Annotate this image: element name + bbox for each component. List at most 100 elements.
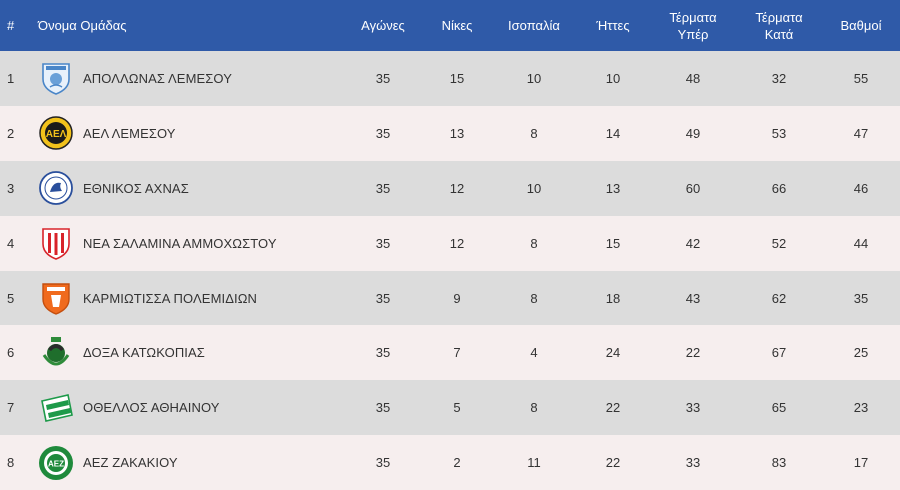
- team-name[interactable]: ΝΕΑ ΣΑΛΑΜΙΝΑ ΑΜΜΟΧΩΣΤΟΥ: [83, 235, 277, 251]
- losses-cell: 10: [605, 70, 621, 86]
- aez-crest-icon[interactable]: ΑΕΖ: [38, 445, 74, 481]
- played-cell: 35: [375, 455, 391, 471]
- goals-against-cell: 52: [771, 235, 787, 251]
- goals-against-cell: 62: [771, 290, 787, 306]
- apollon-crest-icon[interactable]: [38, 60, 74, 96]
- ethnikos-crest-icon[interactable]: [38, 170, 74, 206]
- points-cell: 35: [853, 290, 869, 306]
- header-goals-for[interactable]: Τέρματα Υπέρ: [650, 0, 736, 51]
- goals-for-cell: 42: [685, 235, 701, 251]
- nea-salamina-crest-icon[interactable]: [38, 225, 74, 261]
- rank-cell: 8: [7, 455, 15, 471]
- losses-cell: 22: [605, 400, 621, 416]
- team-name[interactable]: ΕΘΝΙΚΟΣ ΑΧΝΑΣ: [83, 180, 189, 196]
- table-row[interactable]: 4 ΝΕΑ ΣΑΛΑΜΙΝΑ ΑΜΜΟΧΩΣΤΟΥ 35 12: [0, 215, 900, 271]
- draws-cell: 11: [527, 455, 541, 471]
- played-cell: 35: [375, 345, 391, 361]
- doxa-crest-icon[interactable]: [38, 335, 74, 371]
- points-cell: 23: [853, 400, 869, 416]
- points-cell: 25: [853, 345, 869, 361]
- karmiotissa-crest-icon[interactable]: [38, 280, 74, 316]
- points-cell: 17: [853, 455, 869, 471]
- played-cell: 35: [375, 235, 391, 251]
- team-cell: ΔΟΞΑ ΚΑΤΩΚΟΠΙΑΣ: [38, 325, 344, 380]
- losses-cell: 24: [605, 345, 621, 361]
- wins-cell: 12: [449, 180, 465, 196]
- goals-for-cell: 49: [685, 125, 701, 141]
- rank-cell: 3: [7, 180, 15, 196]
- rank-cell: 6: [7, 345, 15, 361]
- team-cell: ΚΑΡΜΙΩΤΙΣΣΑ ΠΟΛΕΜΙΔΙΩΝ: [38, 271, 344, 326]
- draws-cell: 10: [526, 180, 542, 196]
- table-row[interactable]: 6 ΔΟΞΑ ΚΑΤΩΚΟΠΙΑΣ 35 7 4 2: [0, 325, 900, 381]
- header-goals-against-line2: Κατά: [764, 26, 794, 42]
- team-cell: ΕΘΝΙΚΟΣ ΑΧΝΑΣ: [38, 161, 344, 216]
- team-name[interactable]: ΔΟΞΑ ΚΑΤΩΚΟΠΙΑΣ: [83, 345, 205, 361]
- othellos-crest-icon[interactable]: [38, 390, 74, 426]
- header-goals-against[interactable]: Τέρματα Κατά: [736, 0, 822, 51]
- team-name[interactable]: ΑΠΟΛΛΩΝΑΣ ΛΕΜΕΣΟΥ: [83, 70, 232, 86]
- draws-cell: 8: [530, 290, 538, 306]
- header-goals-for-line1: Τέρματα: [669, 9, 717, 25]
- played-cell: 35: [375, 290, 391, 306]
- header-goals-for-line2: Υπέρ: [677, 26, 709, 42]
- header-losses[interactable]: Ήττες: [596, 18, 630, 33]
- goals-against-cell: 66: [771, 180, 787, 196]
- draws-cell: 10: [526, 70, 542, 86]
- team-cell: ΝΕΑ ΣΑΛΑΜΙΝΑ ΑΜΜΟΧΩΣΤΟΥ: [38, 216, 344, 271]
- rank-cell: 1: [7, 70, 15, 86]
- goals-against-cell: 53: [771, 125, 787, 141]
- wins-cell: 5: [453, 400, 461, 416]
- points-cell: 47: [853, 125, 869, 141]
- table-row[interactable]: 8 ΑΕΖ ΑΕΖ ΖΑΚΑΚΙΟΥ 35 2 11: [0, 435, 900, 490]
- wins-cell: 7: [453, 345, 461, 361]
- team-name[interactable]: ΑΕΛ ΛΕΜΕΣΟΥ: [83, 125, 176, 141]
- team-name[interactable]: ΑΕΖ ΖΑΚΑΚΙΟΥ: [83, 455, 178, 471]
- table-row[interactable]: 5 ΚΑΡΜΙΩΤΙΣΣΑ ΠΟΛΕΜΙΔΙΩΝ 35 9 8 18: [0, 270, 900, 326]
- losses-cell: 15: [605, 235, 621, 251]
- goals-for-cell: 22: [685, 345, 701, 361]
- wins-cell: 12: [449, 235, 465, 251]
- goals-for-cell: 60: [685, 180, 701, 196]
- played-cell: 35: [375, 400, 391, 416]
- goals-for-cell: 43: [685, 290, 701, 306]
- ael-crest-icon[interactable]: ΑΕΛ: [38, 115, 74, 151]
- table-row[interactable]: 1 ΑΠΟΛΛΩΝΑΣ ΛΕΜΕΣΟΥ 35 15 10: [0, 51, 900, 106]
- team-name[interactable]: ΟΘΕΛΛΟΣ ΑΘΗΑΙΝΟΥ: [83, 400, 220, 416]
- losses-cell: 22: [605, 455, 621, 471]
- header-points[interactable]: Βαθμοί: [840, 18, 882, 33]
- table-row[interactable]: 7 ΟΘΕΛΛΟΣ ΑΘΗΑΙΝΟΥ 35 5 8 22 33: [0, 380, 900, 436]
- played-cell: 35: [375, 70, 391, 86]
- wins-cell: 2: [453, 455, 461, 471]
- header-wins[interactable]: Νίκες: [441, 18, 473, 33]
- table-header-row: # Όνομα Ομάδας Αγώνες Νίκες Ισοπαλία Ήττ…: [0, 0, 900, 51]
- header-team[interactable]: Όνομα Ομάδας: [38, 18, 127, 33]
- rank-cell: 7: [7, 400, 15, 416]
- draws-cell: 8: [530, 235, 538, 251]
- header-rank[interactable]: #: [7, 18, 15, 33]
- wins-cell: 15: [449, 70, 465, 86]
- goals-against-cell: 83: [771, 455, 787, 471]
- played-cell: 35: [375, 125, 391, 141]
- team-name[interactable]: ΚΑΡΜΙΩΤΙΣΣΑ ΠΟΛΕΜΙΔΙΩΝ: [83, 290, 258, 306]
- losses-cell: 14: [605, 125, 621, 141]
- rank-cell: 2: [7, 125, 15, 141]
- team-cell: ΑΕΛ ΑΕΛ ΛΕΜΕΣΟΥ: [38, 106, 344, 161]
- header-played[interactable]: Αγώνες: [361, 18, 405, 33]
- svg-text:ΑΕΖ: ΑΕΖ: [48, 459, 64, 468]
- goals-for-cell: 48: [685, 70, 701, 86]
- draws-cell: 4: [530, 345, 538, 361]
- table-row[interactable]: 3 ΕΘΝΙΚΟΣ ΑΧΝΑΣ 35 12 10 13 60: [0, 160, 900, 216]
- team-cell: ΑΠΟΛΛΩΝΑΣ ΛΕΜΕΣΟΥ: [38, 51, 344, 106]
- played-cell: 35: [375, 180, 391, 196]
- draws-cell: 8: [530, 400, 538, 416]
- rank-cell: 4: [7, 235, 15, 251]
- header-draws[interactable]: Ισοπαλία: [508, 18, 560, 33]
- table-row[interactable]: 2 ΑΕΛ ΑΕΛ ΛΕΜΕΣΟΥ 35 13 8 14 49: [0, 105, 900, 161]
- goals-for-cell: 33: [685, 455, 701, 471]
- points-cell: 55: [853, 70, 869, 86]
- team-cell: ΑΕΖ ΑΕΖ ΖΑΚΑΚΙΟΥ: [38, 435, 344, 490]
- rank-cell: 5: [7, 290, 15, 306]
- team-cell: ΟΘΕΛΛΟΣ ΑΘΗΑΙΝΟΥ: [38, 380, 344, 435]
